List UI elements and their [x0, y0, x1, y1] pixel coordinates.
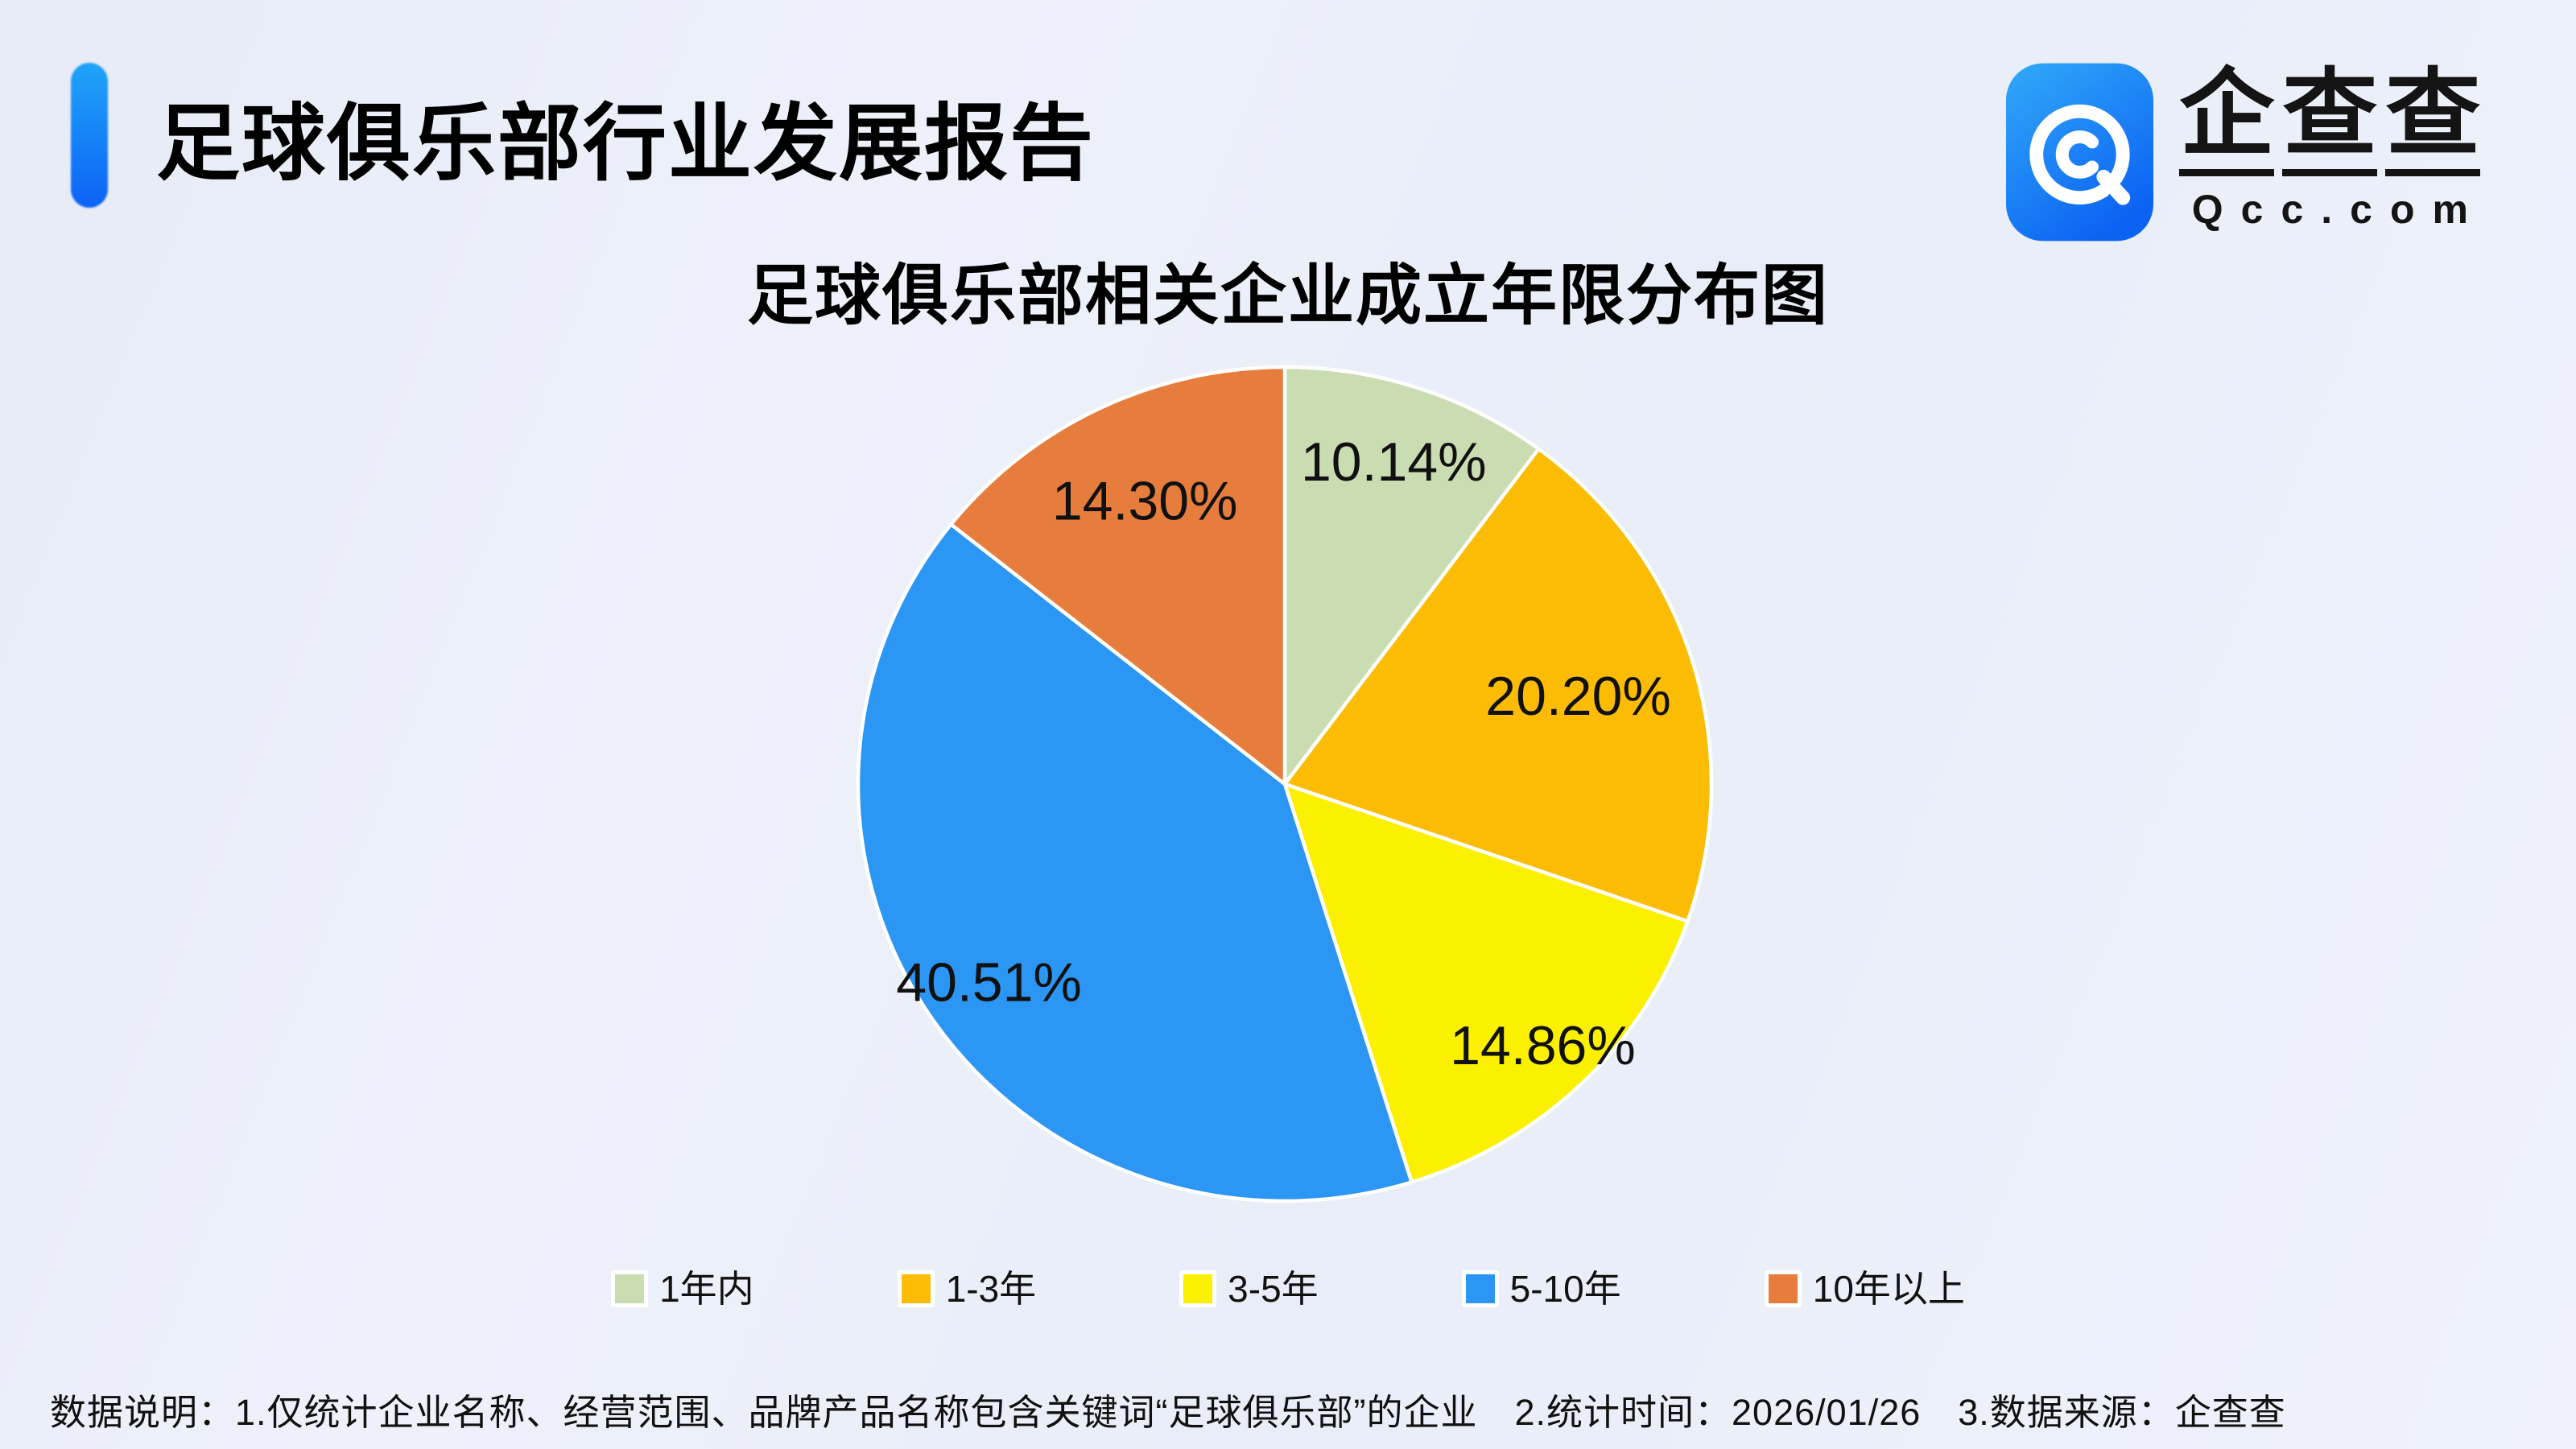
pie-slice-1年内[interactable]: [1282, 365, 1541, 786]
legend-label: 10年以上: [1812, 1268, 1965, 1310]
pie-slice-3-5年[interactable]: [1282, 782, 1690, 1184]
pie-slice-label: 14.86%: [1450, 1015, 1636, 1076]
logo-company-char: 查: [2282, 62, 2378, 176]
logo-company-char: 企: [2179, 62, 2275, 176]
legend-label: 5-10年: [1509, 1268, 1621, 1310]
chart-legend: 1年内 1-3年 3-5年 5-10年 10年以上: [0, 1270, 2576, 1307]
pie-slice-5-10年[interactable]: [856, 522, 1414, 1203]
qcc-magnifier-icon: [2005, 63, 2153, 242]
logo-text: 企查查 Qcc.com: [2174, 62, 2486, 233]
legend-item-3-5年[interactable]: 3-5年: [1179, 1268, 1319, 1310]
chart-title: 足球俱乐部相关企业成立年限分布图: [746, 259, 1829, 332]
legend-marker: [1764, 1270, 1802, 1307]
legend-label: 1-3年: [945, 1268, 1037, 1310]
logo-company-char: 查: [2385, 62, 2481, 176]
legend-marker: [897, 1270, 935, 1307]
legend-item-5-10年[interactable]: 5-10年: [1461, 1268, 1621, 1310]
legend-marker: [1179, 1270, 1217, 1307]
legend-item-1年内[interactable]: 1年内: [611, 1270, 754, 1307]
page-title: 足球俱乐部行业发展报告: [156, 97, 1096, 191]
data-note: 数据说明：1.仅统计企业名称、经营范围、品牌产品名称包含关键词“足球俱乐部”的企…: [50, 1392, 2286, 1433]
pie-slice-label: 10.14%: [1301, 431, 1487, 493]
pie-slice-10年以上[interactable]: [949, 365, 1287, 786]
qcc-logo: 企查查 Qcc.com: [2005, 62, 2486, 242]
logo-company-name: 企查查: [2179, 62, 2481, 176]
legend-marker: [611, 1270, 649, 1307]
pie-slice-label: 14.30%: [1052, 471, 1238, 532]
pie-slice-1-3年[interactable]: [1282, 447, 1714, 923]
legend-marker: [1461, 1270, 1499, 1307]
accent-bar: [71, 63, 108, 208]
legend-item-10年以上[interactable]: 10年以上: [1764, 1268, 1965, 1310]
pie-slice-label: 40.51%: [896, 952, 1082, 1013]
legend-label: 1年内: [659, 1268, 754, 1310]
pie-slice-label: 20.20%: [1485, 666, 1671, 727]
logo-domain: Qcc.com: [2191, 186, 2486, 232]
legend-item-1-3年[interactable]: 1-3年: [897, 1268, 1037, 1310]
legend-label: 3-5年: [1228, 1268, 1319, 1310]
report-header: 足球俱乐部行业发展报告: [71, 63, 1095, 208]
